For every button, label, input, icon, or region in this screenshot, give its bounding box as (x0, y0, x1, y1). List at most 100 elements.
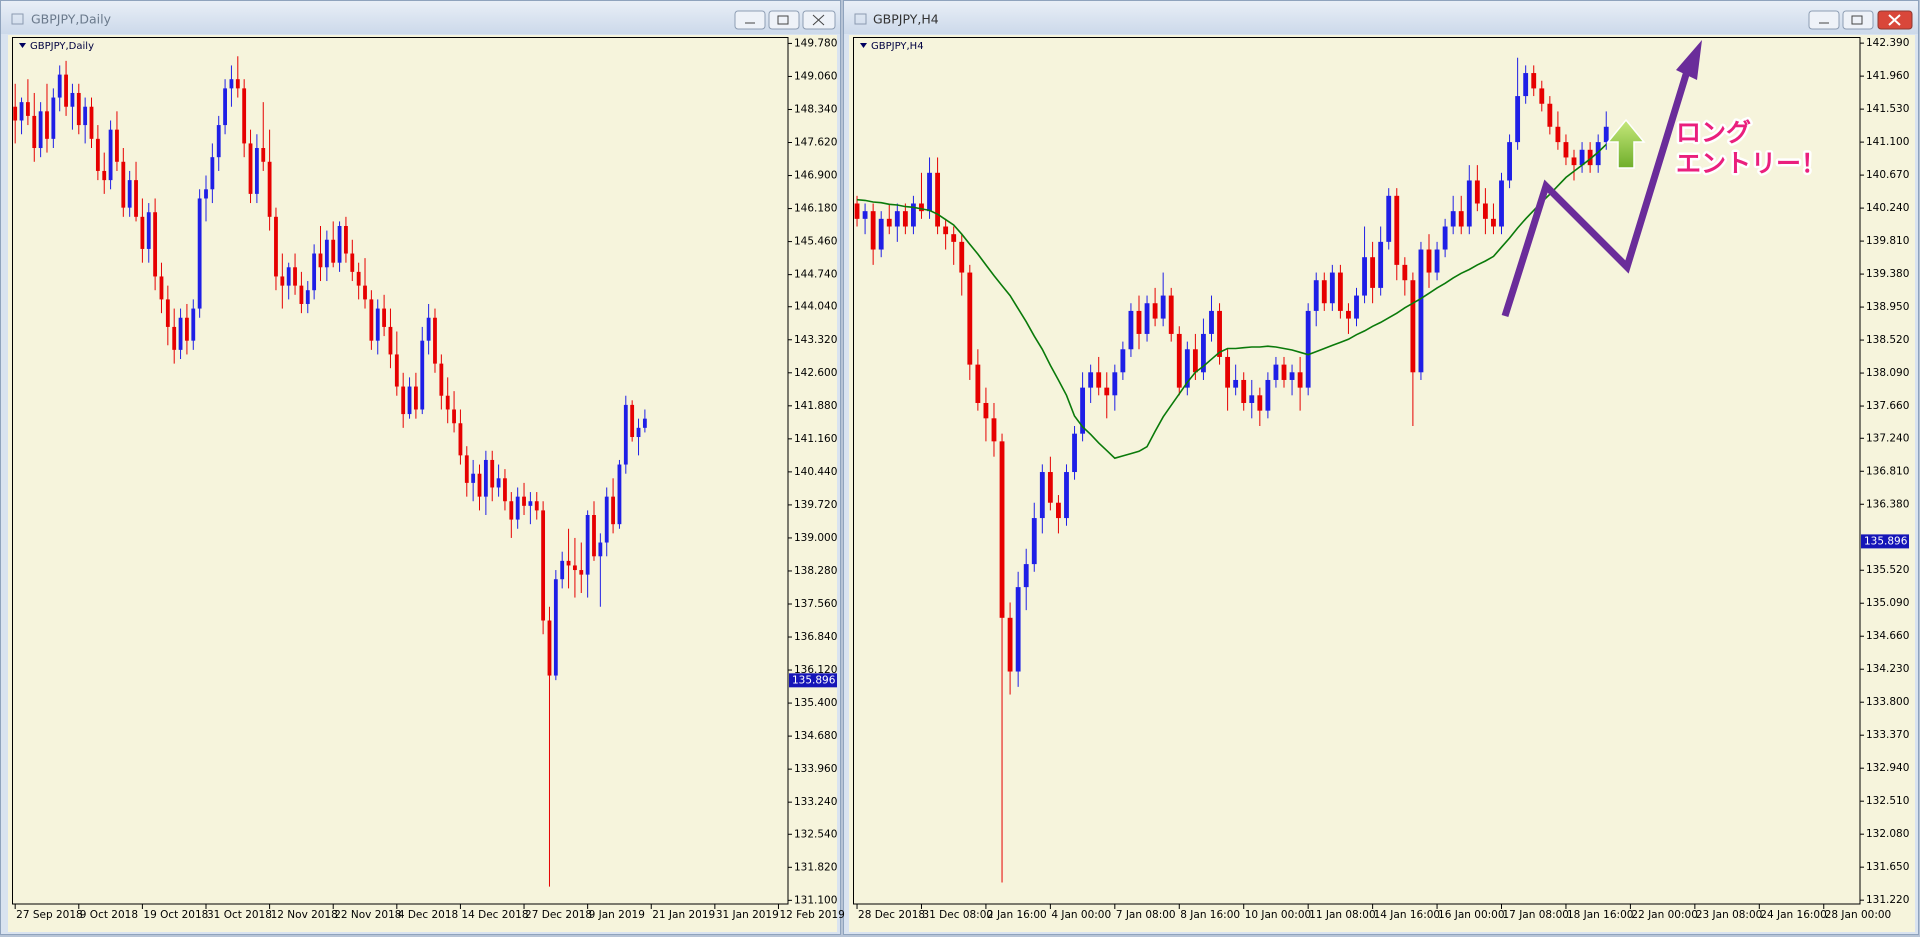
candle-body (38, 111, 43, 149)
candle-body (1410, 280, 1416, 373)
y-tick-label: 138.280 (794, 565, 837, 577)
candle-body (1531, 73, 1537, 89)
candle-body (191, 308, 196, 341)
candle-body (1297, 372, 1303, 388)
y-tick-label: 134.660 (1866, 630, 1909, 642)
candle-body (1136, 310, 1142, 334)
y-tick-label: 137.660 (1866, 400, 1909, 412)
candle-body (254, 148, 259, 194)
candle-body (1337, 272, 1343, 311)
candle-body (870, 211, 876, 250)
chart-label: GBPJPY,Daily (30, 41, 94, 52)
x-tick-label: 22 Jan 00:00 (1631, 909, 1697, 921)
candle-body (1265, 379, 1271, 411)
candle-body (369, 299, 374, 341)
y-tick-label: 132.080 (1866, 828, 1909, 840)
candle-body (439, 363, 444, 396)
restore-button[interactable] (768, 10, 800, 30)
zigzag-arrow (1501, 66, 1692, 318)
y-tick-label: 137.560 (794, 598, 837, 610)
candle-body (1281, 364, 1287, 380)
x-tick-label: 24 Jan 16:00 (1760, 909, 1826, 921)
candle-body (528, 501, 533, 506)
window-title: GBPJPY,Daily (31, 12, 112, 27)
close-glyph (1888, 14, 1901, 26)
candle-body (115, 129, 119, 162)
candle-body (51, 97, 56, 139)
candle-body (172, 326, 177, 350)
x-tick-label: 31 Jan 2019 (716, 909, 779, 921)
y-tick-label: 136.840 (794, 631, 837, 643)
y-tick-label: 131.220 (1866, 894, 1909, 906)
candle-body (585, 514, 590, 575)
candle-body (1241, 379, 1247, 403)
candle-body (579, 570, 584, 575)
candle-body (318, 253, 323, 268)
y-tick-label: 133.370 (1866, 729, 1909, 741)
candle-body (1064, 472, 1069, 519)
candle-body (1515, 96, 1521, 143)
candle-body (1023, 564, 1029, 588)
candle-body (1450, 211, 1456, 227)
candle-body (935, 172, 941, 227)
candle-body (140, 216, 145, 249)
candle-body (324, 239, 329, 268)
x-tick-label: 16 Jan 00:00 (1438, 909, 1504, 921)
x-tick-label: 28 Dec 2018 (858, 909, 925, 921)
candle-body (902, 211, 908, 227)
candle-body (1289, 372, 1295, 380)
candle-body (153, 212, 158, 277)
candle-body (458, 423, 463, 456)
candle-body (350, 253, 355, 272)
candle-body (293, 267, 297, 286)
y-tick-label: 139.810 (1866, 235, 1909, 247)
candle-body (911, 203, 916, 227)
y-tick-label: 136.120 (794, 664, 837, 676)
x-tick-label: 31 Dec 08:00 (922, 909, 993, 921)
y-tick-label: 136.810 (1866, 465, 1909, 477)
candle-body (382, 308, 387, 327)
candle-body (642, 418, 647, 428)
window-title: GBPJPY,H4 (873, 12, 939, 27)
candle-body (1426, 249, 1432, 273)
y-tick-label: 131.820 (794, 861, 837, 873)
candle-body (420, 340, 425, 410)
minimize-button[interactable] (734, 10, 766, 30)
candle-body (1458, 211, 1464, 227)
candle-body (185, 317, 189, 341)
candle-body (1394, 195, 1400, 265)
window-daily: GBPJPY,Daily GBPJPY,Daily (0, 0, 841, 935)
candle-body (1346, 310, 1351, 319)
candle-body (1233, 379, 1239, 388)
minimize-button[interactable] (1808, 10, 1840, 30)
menu-triangle (860, 43, 867, 48)
candle-body (1378, 241, 1384, 288)
y-tick-label: 135.090 (1866, 597, 1909, 609)
y-tick-label: 132.540 (794, 828, 837, 840)
x-tick-label: 9 Jan 2019 (589, 909, 645, 921)
y-tick-label: 148.340 (794, 103, 837, 115)
candle-body (216, 125, 221, 158)
candle-body (1217, 310, 1222, 357)
candle-body (959, 241, 965, 273)
candle-body (242, 88, 247, 144)
restore-button[interactable] (1842, 10, 1874, 30)
x-tick-label: 7 Jan 08:00 (1116, 909, 1176, 921)
candle-body (991, 418, 997, 442)
candle-body (1370, 257, 1376, 288)
chart-area (8, 35, 837, 932)
bid-box (1861, 534, 1909, 549)
candle-body (32, 115, 37, 149)
candle-body (1402, 264, 1408, 281)
window-icon (854, 13, 867, 25)
bid-box (789, 673, 837, 688)
candle-body (878, 218, 884, 250)
candle-body (89, 106, 94, 139)
candle-body (1031, 518, 1037, 565)
candle-body (1603, 126, 1609, 143)
candle-body (1491, 218, 1496, 227)
x-tick-label: 12 Nov 2018 (271, 909, 338, 921)
y-tick-label: 140.670 (1866, 169, 1909, 181)
y-tick-label: 139.380 (1866, 268, 1909, 280)
candle-body (1273, 364, 1279, 380)
